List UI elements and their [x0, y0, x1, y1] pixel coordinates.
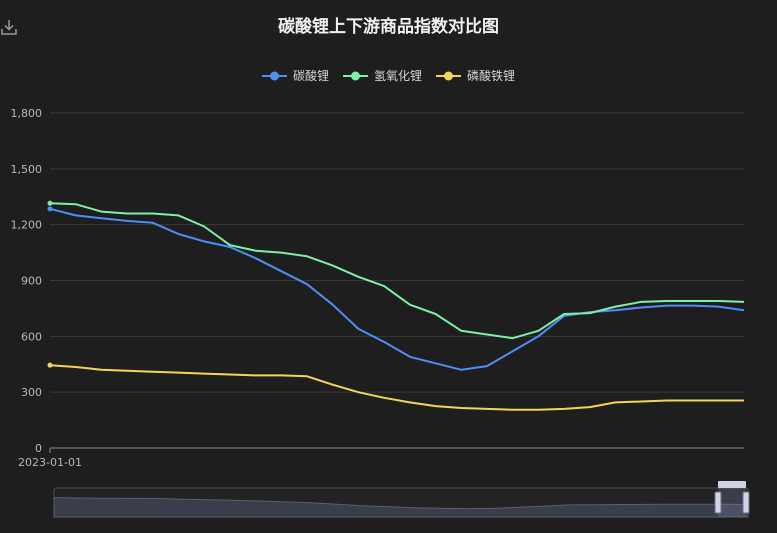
download-icon[interactable] [0, 18, 18, 36]
series-line-2 [49, 364, 744, 411]
y-tick-label-0: 0 [35, 442, 42, 455]
legend-label-0: 碳酸锂 [292, 69, 329, 83]
legend-label-1: 氢氧化锂 [373, 69, 422, 83]
y-tick-label-900: 900 [21, 275, 42, 288]
zoom-handle-0 [714, 491, 722, 514]
y-tick-label-600: 600 [21, 330, 42, 343]
y-tick-label-300: 300 [21, 386, 42, 399]
legend: 碳酸锂 氢氧化锂 磷酸铁锂 [0, 67, 777, 84]
y-tick-label-1200: 1,200 [11, 219, 43, 232]
legend-item-2[interactable]: 磷酸铁锂 [436, 67, 515, 84]
zoom-selected-window [718, 488, 746, 517]
series-line-0 [49, 207, 745, 371]
legend-label-2: 磷酸铁锂 [467, 69, 516, 83]
legend-item-0[interactable]: 碳酸锂 [261, 67, 329, 84]
zoom-move-handle [718, 481, 746, 488]
zoom-handle-1 [742, 491, 750, 514]
legend-marker-1 [342, 71, 368, 80]
legend-marker-0 [261, 71, 287, 80]
zoom-track [53, 487, 749, 518]
y-tick-label-1800: 1,800 [11, 107, 43, 120]
series-start-point-0 [47, 206, 53, 212]
legend-item-1[interactable]: 氢氧化锂 [342, 67, 422, 84]
series-start-point-2 [47, 362, 53, 368]
series-line-1 [49, 202, 745, 340]
x-tick-label: 2023-01-01 [18, 456, 82, 469]
zoom-preview-area [53, 497, 749, 518]
series-start-point-1 [47, 200, 53, 206]
y-tick-label-1500: 1,500 [11, 163, 43, 176]
chart-title: 碳酸锂上下游商品指数对比图 [278, 17, 499, 37]
legend-marker-2 [436, 71, 461, 80]
